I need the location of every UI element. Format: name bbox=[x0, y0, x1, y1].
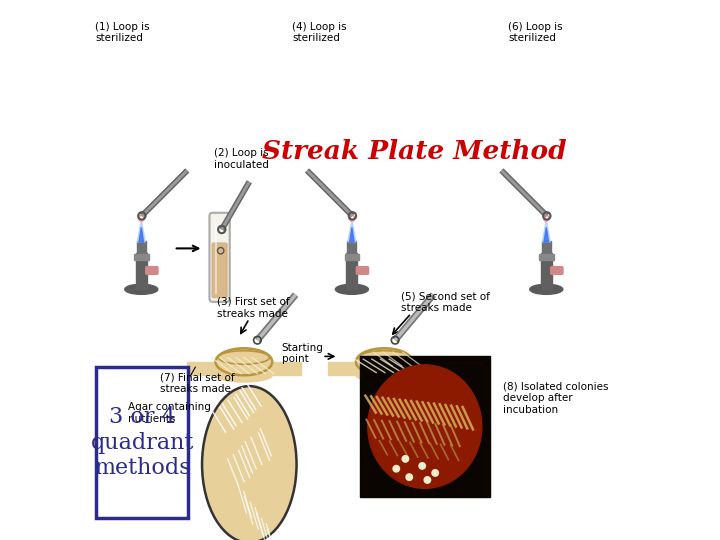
Polygon shape bbox=[348, 220, 356, 242]
Ellipse shape bbox=[356, 368, 413, 382]
Text: (3) First set of
streaks made: (3) First set of streaks made bbox=[217, 297, 289, 319]
FancyBboxPatch shape bbox=[212, 243, 227, 298]
Bar bbox=[360, 356, 490, 497]
Bar bbox=[345, 254, 359, 260]
Polygon shape bbox=[542, 220, 550, 242]
Bar bbox=[541, 241, 551, 253]
Text: (4) Loop is
sterilized: (4) Loop is sterilized bbox=[292, 22, 347, 43]
Ellipse shape bbox=[356, 348, 413, 375]
Circle shape bbox=[393, 465, 400, 472]
FancyBboxPatch shape bbox=[210, 213, 230, 302]
Polygon shape bbox=[139, 227, 143, 242]
FancyBboxPatch shape bbox=[551, 267, 563, 274]
FancyBboxPatch shape bbox=[96, 367, 189, 518]
Bar bbox=[136, 253, 147, 289]
Text: Starting
point: Starting point bbox=[282, 343, 323, 364]
Circle shape bbox=[432, 470, 438, 476]
Ellipse shape bbox=[530, 284, 563, 294]
Ellipse shape bbox=[215, 348, 272, 375]
FancyBboxPatch shape bbox=[356, 267, 369, 274]
Text: (5) Second set of
streaks made: (5) Second set of streaks made bbox=[400, 292, 490, 313]
Circle shape bbox=[406, 474, 413, 481]
FancyBboxPatch shape bbox=[145, 267, 158, 274]
Polygon shape bbox=[544, 227, 549, 242]
Ellipse shape bbox=[368, 365, 482, 488]
Bar bbox=[539, 254, 554, 260]
Ellipse shape bbox=[336, 284, 369, 294]
Polygon shape bbox=[187, 362, 301, 375]
Circle shape bbox=[402, 456, 409, 462]
Text: Streak Plate Method: Streak Plate Method bbox=[261, 139, 567, 164]
Circle shape bbox=[419, 463, 426, 469]
Bar bbox=[134, 254, 148, 260]
Polygon shape bbox=[328, 362, 441, 375]
Bar bbox=[347, 241, 356, 253]
Polygon shape bbox=[350, 227, 354, 242]
Bar bbox=[541, 253, 552, 289]
Text: 3 or 4
quadrant
methods: 3 or 4 quadrant methods bbox=[91, 407, 194, 479]
Text: (1) Loop is
sterilized: (1) Loop is sterilized bbox=[95, 22, 150, 43]
Text: (6) Loop is
sterilized: (6) Loop is sterilized bbox=[508, 22, 563, 43]
Polygon shape bbox=[138, 220, 145, 242]
Ellipse shape bbox=[202, 386, 297, 540]
Text: Agar containing
nutrients: Agar containing nutrients bbox=[128, 402, 211, 424]
Bar bbox=[137, 241, 146, 253]
Ellipse shape bbox=[215, 368, 272, 382]
Text: (7) Final set of
streaks made: (7) Final set of streaks made bbox=[160, 373, 235, 394]
Text: (2) Loop is
inoculated: (2) Loop is inoculated bbox=[215, 148, 269, 170]
Text: (8) Isolated colonies
develop after
incubation: (8) Isolated colonies develop after incu… bbox=[503, 382, 608, 415]
Circle shape bbox=[424, 477, 431, 483]
Ellipse shape bbox=[125, 284, 158, 294]
Bar bbox=[346, 253, 357, 289]
